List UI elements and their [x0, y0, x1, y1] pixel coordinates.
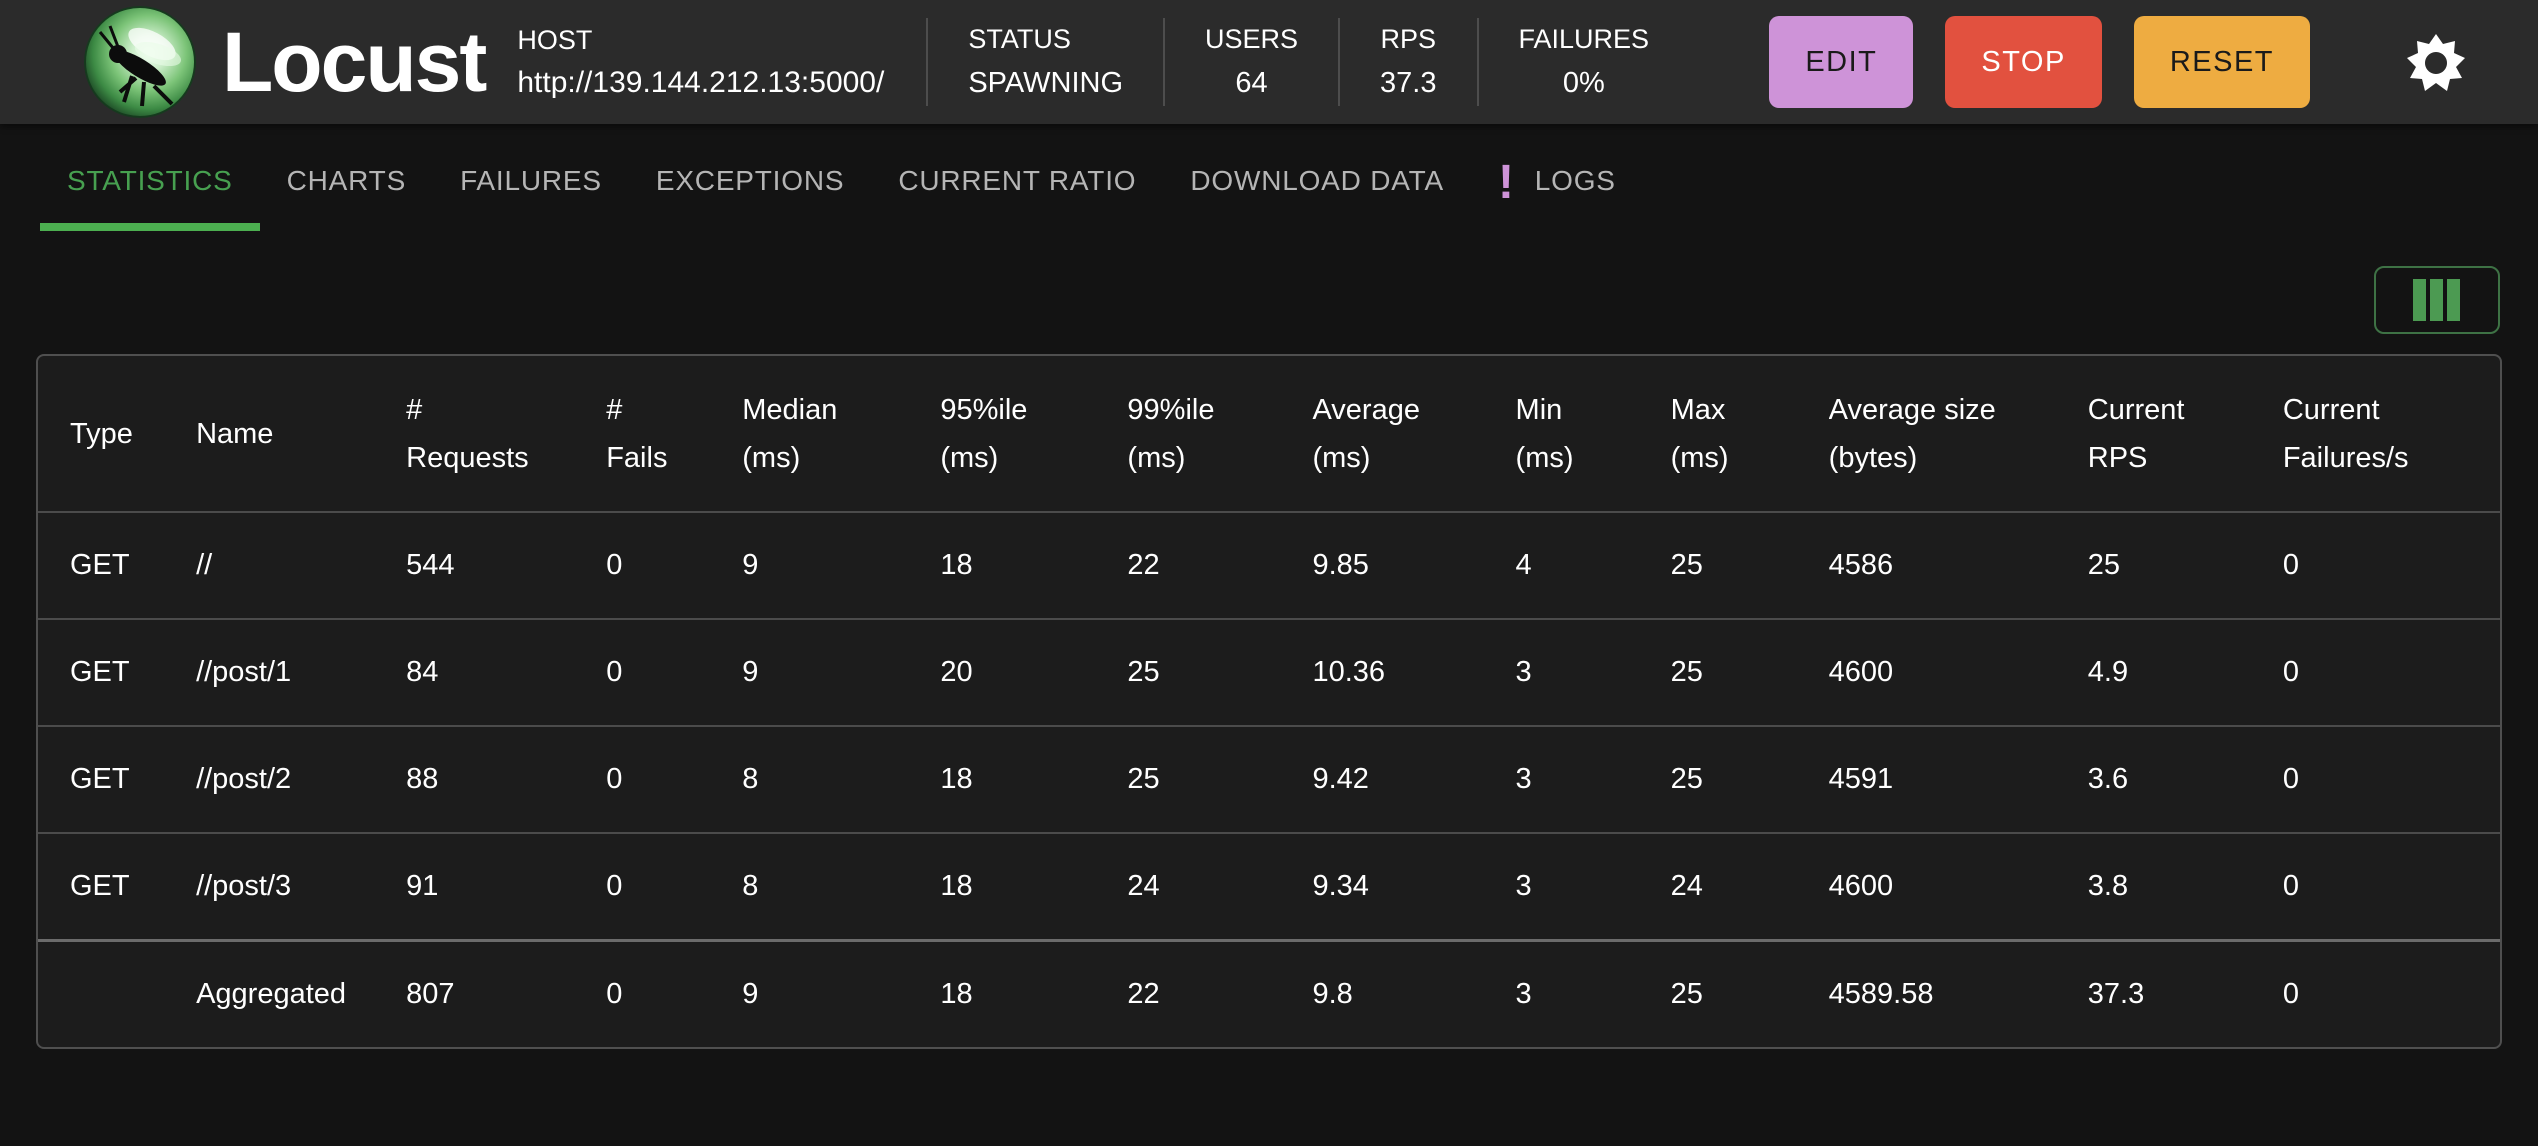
topbar: Locust HOST http://139.144.212.13:5000/ …	[0, 0, 2538, 124]
settings-gear-icon[interactable]	[2406, 32, 2466, 92]
rps-indicator: RPS 37.3	[1340, 26, 1476, 98]
table-row-aggregated: Aggregated 807 0 9 18 22 9.8 3 25 4589.58 37.…	[38, 940, 2500, 1047]
table-row: GET// 544 0 9 18 22 9.85 4 25 4586 25 0	[38, 512, 2500, 619]
column-selector-button[interactable]	[2374, 266, 2500, 334]
table-toolbar	[0, 238, 2538, 334]
col-header-min: Min (ms)	[1515, 393, 1574, 474]
failures-value: 0%	[1562, 67, 1605, 99]
failures-indicator: FAILURES 0%	[1479, 26, 1690, 98]
table-row: GET//post/3 91 0 8 18 24 9.34 3 24 4600 3.8 0	[38, 833, 2500, 940]
col-header-name: Name	[196, 417, 274, 450]
tab-statistics[interactable]: STATISTICS	[40, 124, 260, 238]
main-content: Type Name # Requests # Fails Median (ms) 95…	[0, 238, 2538, 1049]
col-header-average: Average (ms)	[1312, 393, 1420, 474]
rps-label: RPS	[1380, 24, 1437, 54]
tab-current-ratio[interactable]: CURRENT RATIO	[898, 165, 1137, 196]
tab-exceptions[interactable]: EXCEPTIONS	[655, 165, 845, 196]
col-header-current-failures: Current Failures/s	[2282, 393, 2409, 474]
logs-alert-badge: !	[1497, 156, 1515, 209]
columns-icon	[2413, 279, 2460, 321]
reset-button[interactable]: RESET	[2133, 16, 2310, 108]
col-header-99ile: 99%ile (ms)	[1127, 393, 1215, 474]
tab-failures[interactable]: FAILURES	[460, 165, 602, 196]
table-header-row: Type Name # Requests # Fails Median (ms) 95…	[38, 356, 2500, 512]
col-header-requests: # Requests	[406, 393, 529, 474]
users-label: USERS	[1205, 24, 1299, 54]
divider	[926, 18, 929, 106]
users-indicator: USERS 64	[1165, 26, 1338, 98]
col-header-max: Max (ms)	[1670, 393, 1729, 474]
divider	[1163, 18, 1166, 106]
tab-bar: STATISTICS CHARTS FAILURES EXCEPTIONS CU…	[0, 124, 2538, 238]
col-header-95ile: 95%ile (ms)	[940, 393, 1028, 474]
status-value: SPAWNING	[968, 67, 1124, 99]
edit-button[interactable]: EDIT	[1769, 16, 1914, 108]
users-value: 64	[1235, 67, 1268, 99]
host-url: http://139.144.212.13:5000/	[517, 65, 885, 99]
col-header-current-rps: Current RPS	[2087, 393, 2185, 474]
status-indicator: STATUS SPAWNING	[928, 26, 1163, 98]
tab-charts[interactable]: CHARTS	[286, 165, 407, 196]
col-header-type: Type	[70, 417, 133, 450]
table-row: GET//post/2 88 0 8 18 25 9.42 3 25 4591 3.6 0	[38, 726, 2500, 833]
app-title: Locust	[222, 15, 487, 109]
col-header-median: Median (ms)	[742, 393, 838, 474]
failures-label: FAILURES	[1518, 24, 1650, 54]
statistics-table: Type Name # Requests # Fails Median (ms) 95…	[36, 354, 2502, 1049]
divider	[1338, 18, 1341, 106]
host-block: HOST http://139.144.212.13:5000/	[517, 24, 885, 99]
tab-download-data[interactable]: DOWNLOAD DATA	[1190, 165, 1444, 196]
host-label: HOST	[517, 24, 593, 55]
rps-value: 37.3	[1380, 67, 1437, 99]
col-header-avg-size: Average size (bytes)	[1828, 393, 1996, 474]
col-header-fails: # Fails	[606, 393, 668, 474]
status-label: STATUS	[968, 24, 1071, 54]
tab-logs[interactable]: ! LOGS	[1497, 156, 1616, 209]
action-buttons: EDIT STOP RESET	[1769, 16, 2310, 108]
locust-logo[interactable]	[84, 6, 196, 118]
divider	[1476, 18, 1479, 106]
stop-button[interactable]: STOP	[1945, 16, 2102, 108]
table-row: GET//post/1 84 0 9 20 25 10.36 3 25 4600 4.9 …	[38, 619, 2500, 726]
